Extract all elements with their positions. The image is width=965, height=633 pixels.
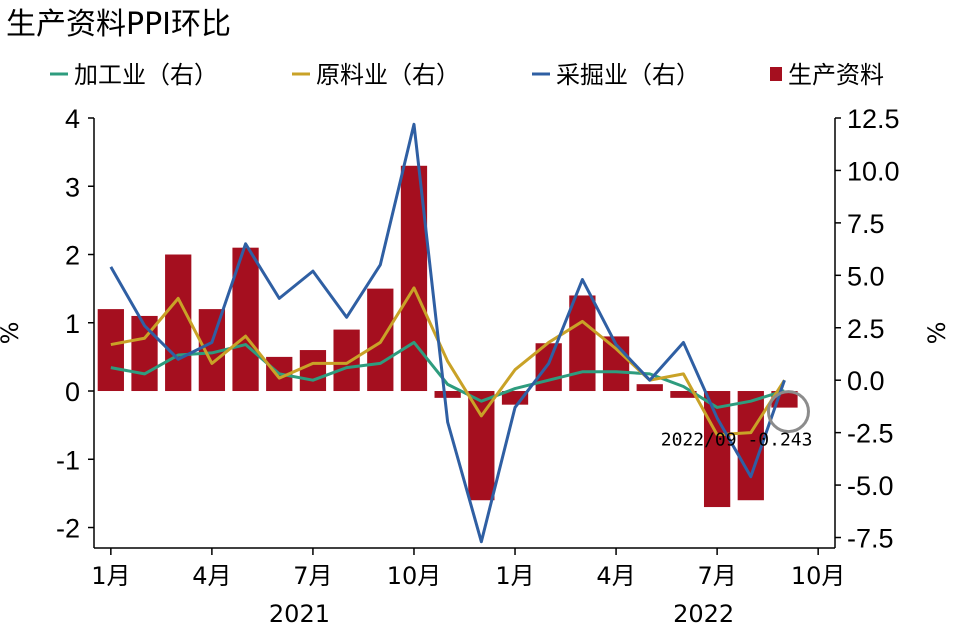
right-tick-label: 5.0: [847, 261, 885, 291]
x-tick-label: 10月: [387, 562, 442, 590]
bar: [333, 329, 360, 392]
bar: [569, 295, 596, 392]
left-tick-label: 2: [65, 241, 80, 271]
x-tick-label: 7月: [697, 562, 736, 590]
bar: [468, 391, 495, 501]
bar: [636, 384, 663, 392]
series-line-1: [110, 340, 785, 409]
plot-area: -2 -1 0 1 2 3 4 -7.5 -5.0 -2.5 0.0 2.5 5.0 7.5 10.0 12.…: [0, 104, 951, 628]
bar: [703, 391, 731, 508]
legend: 加工业（右） 原料业（右） 采掘业（右） 生产资料: [50, 61, 884, 89]
legend-label: 采掘业（右）: [556, 61, 700, 89]
right-tick-label: -2.5: [847, 419, 894, 449]
year-label: 2021: [269, 600, 330, 628]
legend-label: 加工业（右）: [74, 61, 218, 89]
right-axis-label: %: [923, 322, 951, 345]
bar: [97, 309, 124, 392]
axes-group: -2 -1 0 1 2 3 4 -7.5 -5.0 -2.5 0.0 2.5 5.0 7.5 10.0 12.…: [0, 104, 951, 628]
left-tick-label: 4: [65, 104, 80, 134]
bars-group: [97, 165, 798, 508]
x-tick-label: 1月: [91, 562, 130, 590]
left-tick-label: -1: [56, 445, 80, 475]
annotation-group: 2022/09 -0.243: [661, 390, 813, 451]
left-tick-label: -2: [56, 514, 80, 544]
bar: [165, 254, 192, 392]
bar: [299, 350, 327, 392]
lines-group: [109, 122, 786, 544]
right-tick-label: -5.0: [847, 471, 894, 501]
x-tick-label: 1月: [495, 562, 534, 590]
legend-item-2: 原料业（右）: [292, 61, 460, 89]
legend-item-4: 生产资料: [770, 61, 884, 89]
bar: [737, 391, 764, 501]
x-tick-label: 7月: [293, 562, 332, 590]
x-tick-label: 4月: [596, 562, 635, 590]
right-tick-label: 0.0: [847, 366, 885, 396]
legend-label: 生产资料: [788, 61, 884, 89]
year-label: 2022: [673, 600, 734, 628]
right-tick-label: -7.5: [847, 524, 894, 554]
legend-item-3: 采掘业（右）: [532, 61, 700, 89]
left-axis-label: %: [0, 322, 24, 345]
legend-item-1: 加工业（右）: [50, 61, 218, 89]
series-line-3: [109, 122, 786, 544]
x-tick-label: 4月: [192, 562, 231, 590]
left-tick-label: 3: [65, 172, 80, 202]
legend-label: 原料业（右）: [316, 61, 460, 89]
series-line-2: [110, 286, 786, 437]
bar: [670, 391, 697, 398]
right-tick-label: 12.5: [847, 104, 900, 134]
legend-swatch: [770, 67, 782, 81]
x-tick-label: 10月: [791, 562, 846, 590]
annotation-circle: [766, 390, 810, 434]
right-tick-label: 7.5: [847, 209, 885, 239]
right-tick-label: 2.5: [847, 314, 885, 344]
right-tick-label: 10.0: [847, 156, 900, 186]
annotation-label: 2022/09 -0.243: [661, 430, 813, 451]
left-tick-label: 1: [65, 309, 80, 339]
bar: [434, 391, 461, 398]
chart-title: 生产资料PPI环比: [6, 7, 231, 42]
left-tick-label: 0: [65, 377, 80, 407]
